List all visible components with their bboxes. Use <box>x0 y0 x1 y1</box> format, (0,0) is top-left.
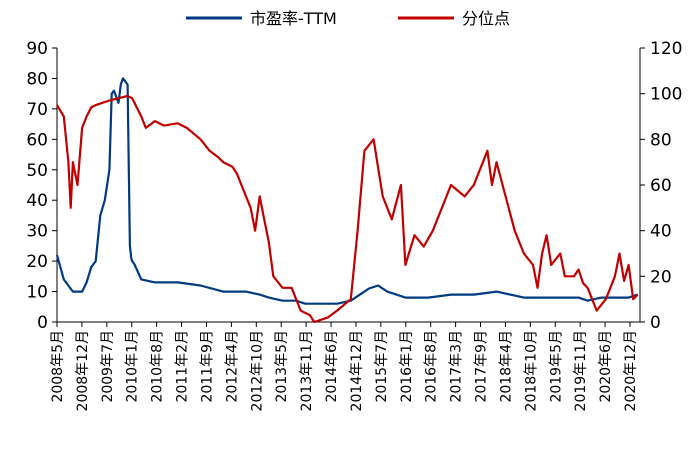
x-tick-label: 2008年5月 <box>50 330 66 403</box>
x-tick-label: 2010年8月 <box>150 330 166 403</box>
x-tick-label: 2014年6月 <box>324 330 340 403</box>
x-tick-label: 2018年10月 <box>523 330 539 411</box>
y-left-tick-label: 50 <box>26 161 48 181</box>
x-tick-label: 2017年9月 <box>474 330 490 403</box>
x-tick-label: 2019年11月 <box>573 330 589 411</box>
x-tick-label: 2011年2月 <box>175 330 191 403</box>
x-tick-label: 2014年12月 <box>349 330 365 411</box>
y-right-tick-label: 60 <box>650 176 672 196</box>
y-left-tick-label: 0 <box>37 313 48 333</box>
x-tick-label: 2012年10月 <box>249 330 265 411</box>
series-line-percentile <box>56 94 639 324</box>
y-left-tick-label: 10 <box>26 283 48 303</box>
x-tick-label: 2016年1月 <box>399 330 415 403</box>
x-tick-label: 2011年9月 <box>199 330 215 403</box>
y-right-tick-label: 120 <box>650 39 682 59</box>
y-right-tick-label: 40 <box>650 222 672 242</box>
axes: 0 10 20 30 40 50 60 70 80 90 0 20 40 60 80 100 120 2008年5… <box>26 39 682 411</box>
y-right-tick-label: 100 <box>650 85 682 105</box>
x-tick-label: 2018年4月 <box>498 330 514 403</box>
x-tick-label: 2013年11月 <box>299 330 315 411</box>
y-right-tick-label: 80 <box>650 130 672 150</box>
x-tick-label: 2010年1月 <box>125 330 141 403</box>
y-left-tick-label: 60 <box>26 130 48 150</box>
x-tick-label: 2009年7月 <box>100 330 116 403</box>
y-left-tick-label: 90 <box>26 39 48 59</box>
x-tick-label: 2013年5月 <box>274 330 290 403</box>
y-right-tick-label: 0 <box>650 313 661 333</box>
y-left-tick-label: 70 <box>26 100 48 120</box>
x-tick-label: 2020年12月 <box>623 330 639 411</box>
x-tick-label: 2019年5月 <box>548 330 564 403</box>
x-tick-label: 2017年3月 <box>449 330 465 403</box>
series-line-pe <box>55 77 639 305</box>
y-left-tick-label: 80 <box>26 69 48 89</box>
legend: 市盈率-TTM 分位点 <box>186 9 510 28</box>
y-left-tick-label: 40 <box>26 191 48 211</box>
legend-label-pe: 市盈率-TTM <box>250 9 337 28</box>
x-tick-label: 2016年8月 <box>424 330 440 403</box>
y-left-tick-label: 30 <box>26 222 48 242</box>
x-tick-label: 2020年6月 <box>598 330 614 403</box>
series-lines <box>55 77 639 324</box>
legend-label-percentile: 分位点 <box>462 9 510 28</box>
x-tick-label: 2012年4月 <box>224 330 240 403</box>
x-tick-label: 2008年12月 <box>75 330 91 411</box>
x-tick-label: 2015年7月 <box>374 330 390 403</box>
y-right-tick-label: 20 <box>650 267 672 287</box>
y-left-tick-label: 20 <box>26 252 48 272</box>
